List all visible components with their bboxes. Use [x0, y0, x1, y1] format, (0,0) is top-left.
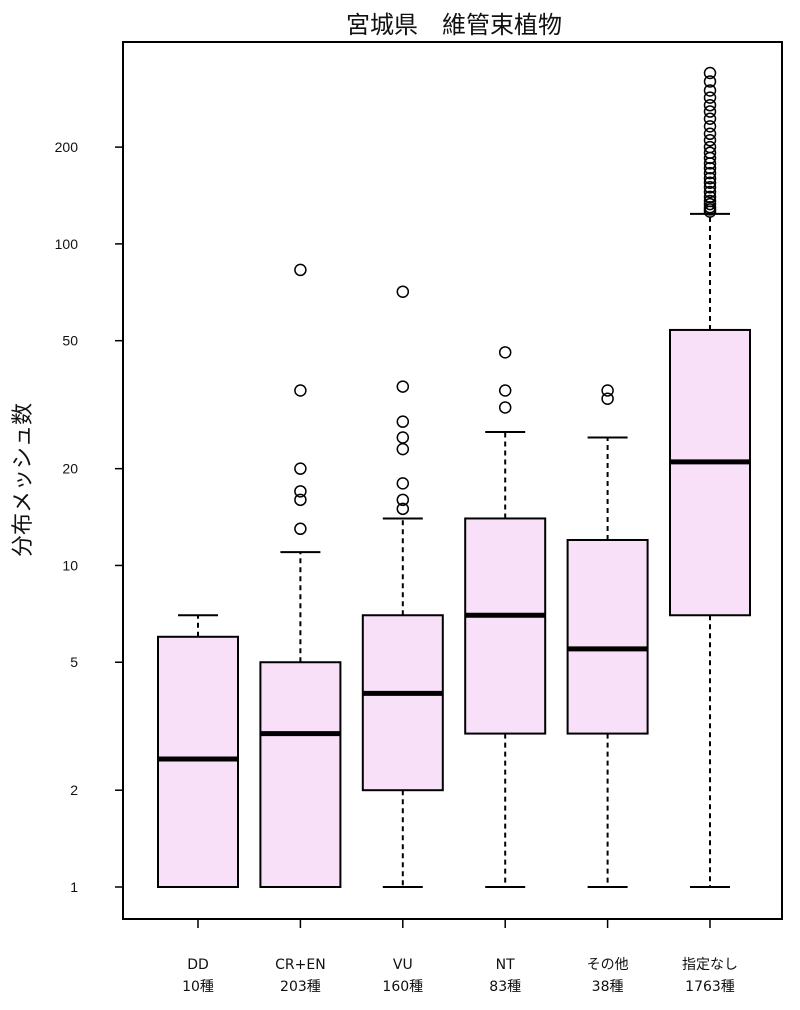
- outlier-point: [294, 522, 307, 536]
- y-tick-label: 50: [62, 333, 78, 349]
- y-axis-label: 分布メッシュ数: [11, 403, 36, 557]
- plot-frame: [122, 41, 783, 920]
- outlier-point: [703, 181, 717, 194]
- outlier-point: [703, 84, 717, 97]
- outlier-point: [703, 194, 717, 208]
- outlier-point: [294, 263, 307, 277]
- box-iqr: [669, 328, 751, 617]
- box-1: [259, 263, 342, 888]
- outlier-point: [294, 485, 307, 498]
- box-5: [669, 66, 751, 888]
- outlier-point: [498, 346, 512, 359]
- outlier-point: [703, 166, 717, 180]
- outlier-point: [396, 477, 410, 490]
- y-tick-label: 10: [62, 557, 78, 573]
- y-tick-label: 5: [70, 654, 78, 670]
- outlier-point: [396, 502, 410, 516]
- box-iqr: [464, 517, 547, 735]
- x-tick-label-count: 203種: [280, 979, 321, 995]
- y-tick-label: 100: [55, 236, 79, 252]
- box-0: [157, 614, 239, 888]
- y-tick-label: 1: [70, 879, 78, 895]
- outlier-point: [703, 75, 717, 88]
- outlier-point: [498, 401, 512, 414]
- x-tick-label-name: その他: [587, 957, 629, 973]
- outlier-point: [703, 140, 717, 154]
- outlier-point: [703, 98, 717, 112]
- y-tick-label: 20: [62, 461, 78, 477]
- outlier-point: [703, 134, 717, 147]
- outlier-point: [396, 380, 410, 393]
- x-tick-label-name: CR+EN: [275, 957, 326, 973]
- outlier-point: [703, 176, 717, 189]
- box-iqr: [157, 635, 239, 888]
- outlier-point: [294, 462, 307, 475]
- box-series: [157, 66, 751, 888]
- y-tick-label: 200: [55, 139, 79, 155]
- box-iqr: [259, 661, 342, 888]
- outlier-point: [703, 91, 717, 104]
- box-iqr: [566, 538, 649, 735]
- outlier-point: [601, 392, 614, 405]
- outlier-point: [703, 161, 717, 175]
- outlier-point: [396, 285, 410, 298]
- outlier-point: [498, 384, 512, 397]
- outlier-point: [294, 493, 307, 507]
- outlier-point: [703, 112, 717, 126]
- box-iqr: [361, 614, 444, 792]
- x-tick-label-name: DD: [187, 957, 209, 973]
- outlier-point: [601, 384, 614, 397]
- x-tick-label-count: 38種: [592, 979, 624, 995]
- box-4: [566, 384, 649, 888]
- outlier-point: [703, 190, 717, 204]
- outlier-point: [703, 172, 717, 185]
- outlier-point: [703, 120, 717, 133]
- x-tick-label-name: VU: [393, 957, 413, 973]
- y-axis: 1 2 5 10 20 50 100 200: [55, 139, 123, 895]
- outlier-point: [396, 442, 410, 456]
- x-axis: DD 10種 CR+EN 203種 VU 160種 NT 83種 その他 38種 指定なし 1763種: [182, 919, 738, 995]
- x-tick-label-count: 1763種: [685, 979, 735, 995]
- x-tick-label-count: 10種: [182, 979, 214, 995]
- outlier-point: [396, 431, 410, 444]
- x-tick-label-name: 指定なし: [682, 957, 738, 973]
- outlier-point: [703, 66, 717, 80]
- outlier-point: [703, 185, 717, 199]
- outlier-point: [703, 127, 717, 141]
- chart-title: 宮城県 維管束植物: [346, 11, 562, 39]
- x-tick-label-name: NT: [496, 957, 515, 973]
- outlier-point: [703, 146, 717, 160]
- outlier-point: [294, 384, 307, 397]
- x-tick-label-count: 83種: [489, 979, 521, 995]
- outlier-point: [396, 493, 410, 507]
- x-tick-label-count: 160種: [382, 979, 423, 995]
- y-tick-label: 2: [70, 782, 78, 798]
- box-3: [464, 346, 547, 888]
- outlier-point: [703, 197, 717, 211]
- box-2: [361, 285, 444, 888]
- outlier-point: [396, 415, 410, 428]
- outlier-point: [703, 105, 717, 118]
